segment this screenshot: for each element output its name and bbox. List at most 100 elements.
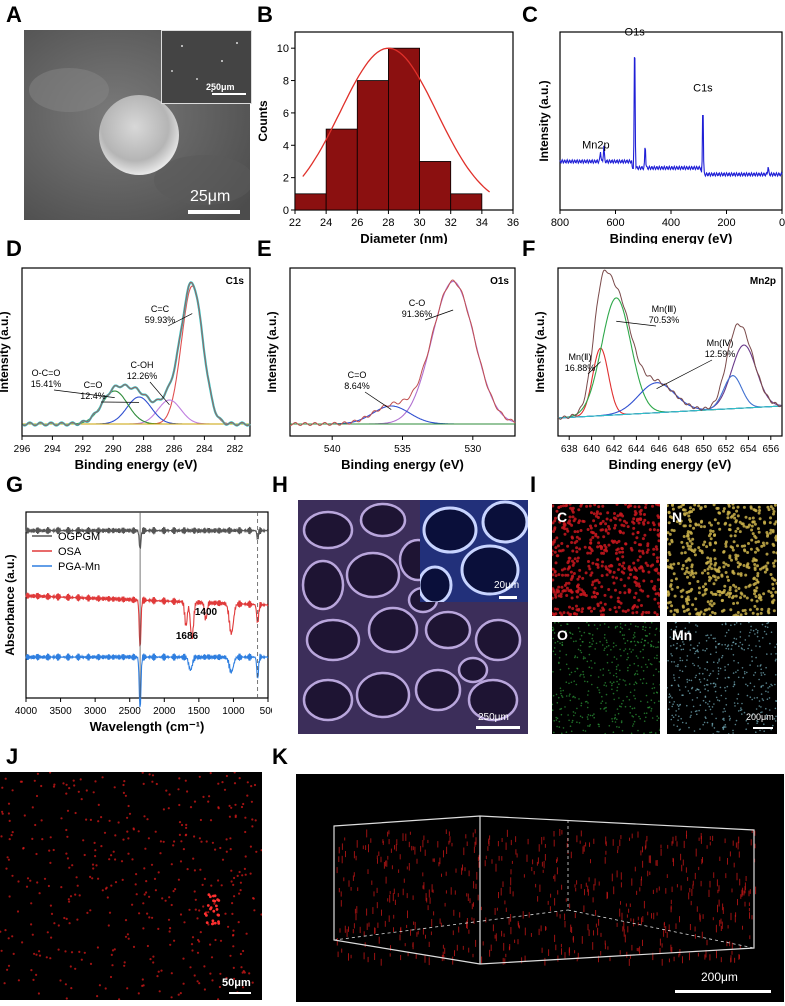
eds-signal-dot (743, 544, 747, 548)
eds-signal-dot (635, 682, 638, 685)
eds-signal-dot (555, 716, 557, 719)
eds-signal-dot (618, 550, 622, 554)
eds-label-n: N (672, 509, 683, 525)
fluorescent-dot (230, 806, 233, 809)
peak-annotation: C1s (693, 82, 713, 94)
eds-signal-dot (737, 676, 740, 679)
fluorescent-dot (89, 875, 92, 878)
eds-signal-dot (576, 656, 579, 659)
eds-signal-dot (614, 610, 618, 614)
eds-signal-dot (595, 642, 598, 645)
eds-signal-dot (687, 690, 690, 692)
fluorescent-dot (141, 978, 144, 981)
fluorescent-dot (101, 889, 104, 892)
eds-signal-dot (654, 545, 658, 549)
eds-signal-dot (630, 640, 633, 643)
eds-signal-dot (560, 707, 563, 710)
eds-signal-dot (627, 669, 629, 672)
eds-signal-dot (668, 701, 671, 703)
fluorescent-dot (182, 957, 185, 960)
panel-label-H: H (272, 472, 288, 497)
eds-signal-dot (577, 607, 581, 611)
eds-signal-dot (557, 514, 561, 517)
eds-signal-dot (728, 719, 731, 721)
eds-signal-dot (735, 638, 738, 640)
eds-signal-dot (759, 595, 763, 599)
eds-signal-dot (592, 591, 596, 595)
eds-signal-dot (575, 546, 579, 550)
eds-signal-dot (595, 510, 599, 514)
eds-signal-dot (749, 547, 753, 551)
fluorescent-dot (196, 980, 199, 983)
eds-signal-dot (636, 670, 638, 672)
eds-signal-dot (559, 650, 561, 652)
eds-signal-dot (667, 590, 670, 594)
eds-signal-dot (721, 623, 724, 626)
eds-signal-dot (583, 676, 585, 678)
fluorescent-dot (210, 884, 213, 887)
eds-signal-dot (755, 731, 757, 733)
eds-signal-dot (756, 635, 759, 638)
eds-signal-dot (584, 571, 588, 575)
eds-signal-dot (671, 504, 674, 507)
fluorescent-dot (40, 819, 43, 822)
eds-signal-dot (576, 583, 580, 587)
fluorescent-dot (143, 867, 146, 870)
eds-signal-dot (744, 639, 747, 641)
eds-signal-dot (580, 704, 582, 707)
fluorescent-dot (168, 793, 171, 796)
eds-signal-dot (712, 582, 716, 586)
eds-signal-dot (580, 592, 584, 596)
eds-signal-dot (552, 504, 555, 508)
eds-signal-dot (588, 725, 591, 727)
eds-signal-dot (693, 730, 696, 732)
eds-signal-dot (553, 593, 557, 597)
eds-signal-dot (657, 539, 660, 543)
eds-signal-dot (623, 649, 625, 652)
eds-signal-dot (690, 549, 694, 553)
eds-signal-dot (762, 592, 766, 596)
histogram-bar (356, 80, 389, 211)
fluorescent-dot (144, 847, 147, 850)
component-label: C=C (151, 304, 170, 314)
eds-signal-dot (739, 641, 741, 644)
eds-signal-dot (772, 512, 775, 516)
fluorescent-dot (229, 848, 232, 851)
eds-signal-dot (763, 630, 766, 633)
fluorescent-dot (165, 789, 168, 792)
component-label: Mn(Ⅳ) (707, 338, 734, 348)
eds-signal-dot (689, 506, 692, 510)
eds-signal-dot (718, 699, 721, 702)
eds-signal-dot (586, 551, 590, 555)
eds-signal-dot (580, 634, 583, 637)
eds-signal-dot (587, 702, 589, 704)
eds-signal-dot (722, 507, 726, 511)
fluorescent-dot (8, 838, 11, 841)
eds-signal-dot (769, 573, 773, 576)
eds-signal-dot (688, 622, 691, 624)
fluorescent-dot (153, 877, 157, 880)
fluorescent-dot (244, 855, 247, 858)
eds-signal-dot (588, 624, 590, 627)
eds-signal-dot (578, 698, 580, 700)
eds-signal-dot (625, 521, 628, 525)
fluorescent-dot (49, 904, 53, 907)
eds-signal-dot (615, 541, 619, 545)
eds-signal-dot (745, 596, 749, 600)
eds-signal-dot (642, 579, 646, 583)
eds-signal-dot (694, 676, 697, 679)
eds-signal-dot (753, 697, 756, 699)
eds-signal-dot (724, 669, 726, 671)
eds-signal-dot (670, 718, 673, 721)
eds-signal-dot (733, 623, 736, 626)
fluorescent-dot (78, 894, 81, 897)
eds-signal-dot (718, 566, 721, 570)
fluorescent-dot (35, 794, 39, 798)
eds-signal-dot (768, 709, 771, 711)
eds-signal-dot (552, 596, 554, 600)
eds-signal-dot (736, 601, 739, 605)
eds-signal-dot (694, 710, 697, 713)
eds-signal-dot (572, 519, 576, 523)
eds-signal-dot (722, 728, 725, 731)
eds-signal-dot (737, 710, 740, 712)
